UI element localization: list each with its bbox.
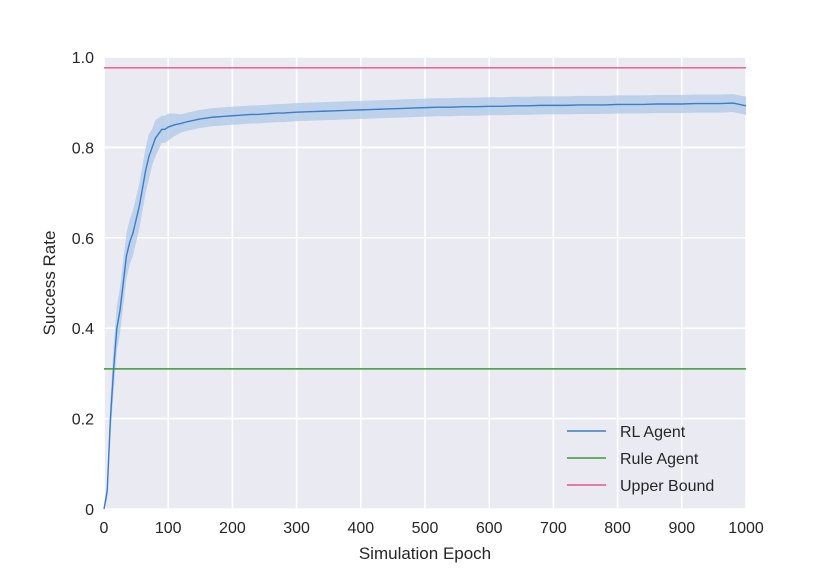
x-tick-label: 700: [540, 520, 567, 537]
y-tick-label: 0.2: [72, 412, 94, 429]
x-tick-label: 100: [155, 520, 182, 537]
x-tick-labels: 0 100 200 300 400 500 600 700 800 900 1000: [100, 520, 764, 537]
x-tick-label: 500: [412, 520, 439, 537]
rl-agent-band: [104, 94, 746, 510]
x-tick-label: 800: [604, 520, 631, 537]
legend-label: Rule Agent: [620, 451, 699, 468]
y-tick-label: 0.4: [72, 321, 94, 338]
series-line-rl-agent: [103, 102, 747, 510]
x-axis-label: Simulation Epoch: [359, 544, 491, 563]
x-tick-label: 200: [219, 520, 246, 537]
x-tick-label: 900: [668, 520, 695, 537]
series-lines: [103, 67, 747, 510]
grid: [103, 56, 747, 510]
confidence-band: [104, 94, 746, 510]
x-tick-label: 400: [347, 520, 374, 537]
y-tick-label: 0.6: [72, 231, 94, 248]
x-tick-label: 300: [283, 520, 310, 537]
x-tick-label: 1000: [728, 520, 764, 537]
x-tick-label: 0: [100, 520, 109, 537]
y-tick-label: 1.0: [72, 50, 94, 67]
y-tick-label: 0.8: [72, 140, 94, 157]
y-tick-labels: 0 0.2 0.4 0.6 0.8 1.0: [72, 50, 94, 519]
legend: RL Agent Rule Agent Upper Bound: [567, 424, 714, 495]
legend-label: RL Agent: [620, 424, 686, 441]
x-tick-label: 600: [476, 520, 503, 537]
y-tick-label: 0: [85, 502, 94, 519]
legend-label: Upper Bound: [620, 478, 714, 495]
y-axis-label: Success Rate: [40, 231, 59, 336]
